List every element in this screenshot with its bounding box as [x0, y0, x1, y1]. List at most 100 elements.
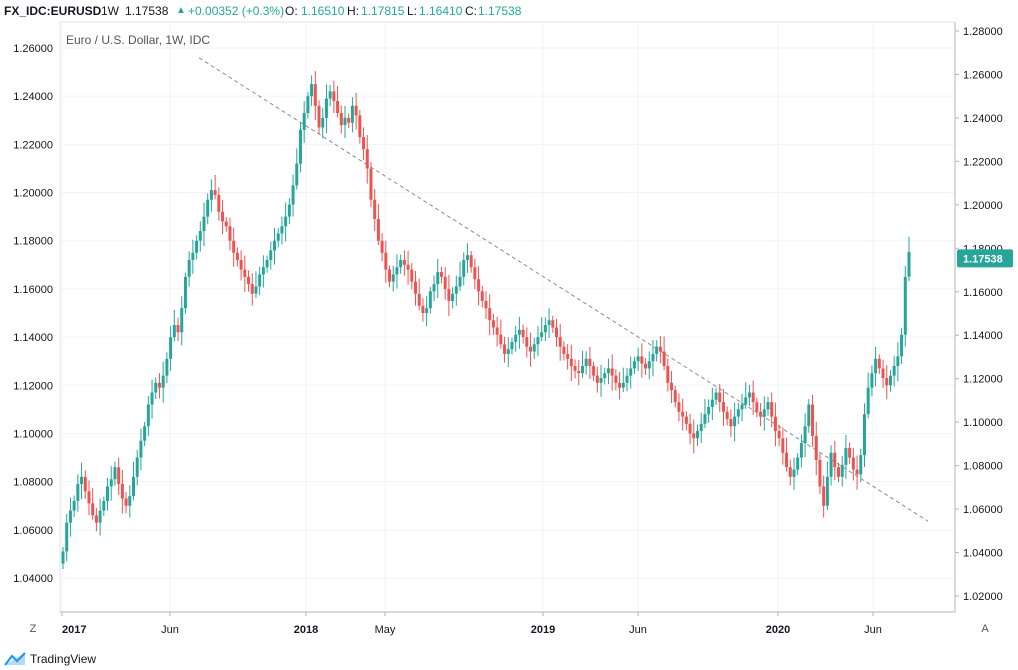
candle-body: [332, 91, 336, 101]
candle-body: [848, 447, 852, 458]
right-axis-tick: 1.20000: [963, 200, 1003, 212]
candle-body: [243, 269, 247, 277]
candle-body: [666, 366, 670, 383]
candle-body: [644, 363, 648, 369]
candle-body: [451, 293, 455, 301]
candle-body: [621, 382, 625, 388]
candle-body: [172, 325, 176, 338]
left-axis-tick: 1.22000: [13, 139, 53, 151]
candle-body: [254, 286, 258, 294]
candle-body: [209, 190, 213, 200]
candle-body: [473, 267, 477, 280]
left-axis-tick: 1.16000: [13, 284, 53, 296]
auto-scale-left-button[interactable]: Z: [29, 623, 37, 635]
price-chart[interactable]: 1(1.25592)0.786(1.21476)0.618(1.18244)0.…: [0, 0, 1018, 648]
candle-body: [406, 264, 410, 270]
candle-body: [829, 452, 833, 477]
interval-label[interactable]: 1W: [101, 4, 119, 18]
candle-body: [580, 366, 584, 374]
right-axis-tick: 1.12000: [963, 374, 1003, 386]
candle-body: [825, 476, 829, 506]
candle-body: [543, 325, 547, 333]
candle-body: [176, 325, 180, 333]
candle-body: [747, 392, 751, 398]
candle-body: [569, 358, 573, 366]
candle-body: [514, 334, 518, 342]
candle-body: [432, 284, 436, 292]
candle-body: [658, 346, 662, 352]
candle-body: [87, 491, 91, 504]
symbol-name[interactable]: FX_IDC:EURUSD: [4, 4, 102, 18]
high-label: H:: [347, 4, 359, 18]
candle-body: [206, 199, 210, 217]
candle-body: [324, 98, 328, 118]
right-axis-tick: 1.10000: [963, 417, 1003, 429]
candle-body: [354, 105, 358, 116]
right-axis-tick: 1.24000: [963, 113, 1003, 125]
candle-body: [428, 291, 432, 309]
change-arrow-icon: ▲: [176, 5, 186, 16]
candle-body: [510, 341, 514, 350]
open-value: 1.16510: [301, 4, 345, 18]
candle-body: [321, 117, 325, 128]
candle-body: [566, 353, 570, 359]
candle-body: [803, 426, 807, 444]
candle-body: [232, 240, 236, 253]
candle-body: [402, 260, 406, 265]
candle-body: [862, 414, 866, 456]
candle-body: [454, 286, 458, 294]
candle-body: [128, 496, 132, 506]
candle-body: [725, 411, 729, 419]
candle-body: [72, 500, 76, 511]
candle-body: [247, 276, 251, 285]
plot-frame: [59, 21, 956, 613]
candle-body: [736, 409, 740, 417]
grid: [59, 21, 956, 613]
candle-body: [577, 370, 581, 374]
candle-body: [595, 375, 599, 383]
candle-body: [421, 305, 425, 313]
tradingview-brand[interactable]: TradingView: [30, 652, 97, 666]
candle-body: [169, 337, 173, 359]
candle-body: [903, 276, 907, 335]
candle-body: [592, 366, 596, 376]
candle-body: [629, 368, 633, 376]
candle-body: [443, 276, 447, 289]
candle-body: [888, 375, 892, 386]
candle-body: [484, 300, 488, 309]
candle-body: [866, 387, 870, 415]
candle-body: [250, 284, 254, 294]
candle-body: [517, 329, 521, 335]
right-axis-tick: 1.28000: [963, 26, 1003, 38]
right-axis-tick: 1.02000: [963, 591, 1003, 603]
candle-body: [417, 293, 421, 306]
candle-body: [618, 382, 622, 388]
candle-body: [636, 356, 640, 362]
candle-body: [877, 358, 881, 369]
symbol-header: FX_IDC:EURUSD 1W 1.17538 ▲ +0.00352 (+0.…: [0, 0, 1018, 22]
candle-body: [183, 276, 187, 309]
candle-body: [180, 308, 184, 333]
candle-body: [336, 101, 340, 114]
candle-body: [462, 260, 466, 277]
time-axis-tick: May: [375, 624, 396, 636]
candle-body: [532, 344, 536, 352]
candle-body: [521, 329, 525, 338]
right-axis-tick: 1.06000: [963, 504, 1003, 516]
candle-body: [662, 351, 666, 366]
candle-body: [837, 467, 840, 477]
candle-body: [551, 320, 555, 328]
candle-body: [874, 358, 878, 374]
auto-scale-right-button[interactable]: A: [981, 623, 989, 635]
open-label: O:: [285, 4, 298, 18]
candle-body: [68, 510, 72, 523]
time-axis-tick: 2019: [531, 624, 555, 636]
left-axis-tick: 1.24000: [13, 91, 53, 103]
trendline[interactable]: [198, 57, 929, 522]
candle-body: [792, 469, 796, 477]
candle-body: [699, 423, 703, 432]
candle-body: [313, 84, 317, 106]
candle-body: [339, 113, 343, 126]
candle-body: [280, 226, 284, 234]
candle-body: [840, 464, 844, 477]
